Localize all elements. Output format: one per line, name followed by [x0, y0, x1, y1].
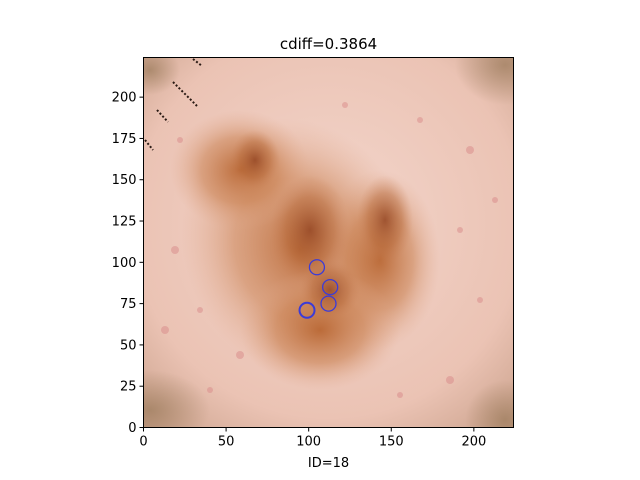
- y-tick-label: 0: [128, 421, 136, 436]
- data-point: [320, 295, 337, 312]
- y-tick-label: 125: [112, 215, 137, 230]
- data-point: [322, 278, 339, 296]
- x-tick-label: 200: [461, 435, 486, 450]
- x-tick-label: 0: [139, 435, 147, 450]
- y-tick-label: 150: [112, 173, 137, 188]
- x-axis-label: ID=18: [308, 456, 349, 471]
- x-axis: 0 50 100 150 200: [139, 427, 486, 450]
- marker-layer: [298, 259, 339, 319]
- y-tick-label: 200: [112, 91, 137, 106]
- y-tick-label: 75: [120, 297, 137, 312]
- y-tick-label: 25: [120, 380, 137, 395]
- x-tick-label: 150: [379, 435, 404, 450]
- x-tick-label: 50: [218, 435, 235, 450]
- x-tick-label: 100: [296, 435, 321, 450]
- y-tick-label: 175: [112, 132, 137, 147]
- plot-frame: [143, 57, 514, 428]
- y-tick-label: 100: [112, 256, 137, 271]
- dermoscopy-image: [143, 57, 514, 428]
- y-tick-label: 50: [120, 338, 137, 353]
- chart-title: cdiff=0.3864: [280, 35, 377, 53]
- data-point: [298, 301, 316, 319]
- y-axis: 0 25 50 75 100 125 150 175 200: [112, 91, 144, 436]
- data-point: [308, 259, 326, 276]
